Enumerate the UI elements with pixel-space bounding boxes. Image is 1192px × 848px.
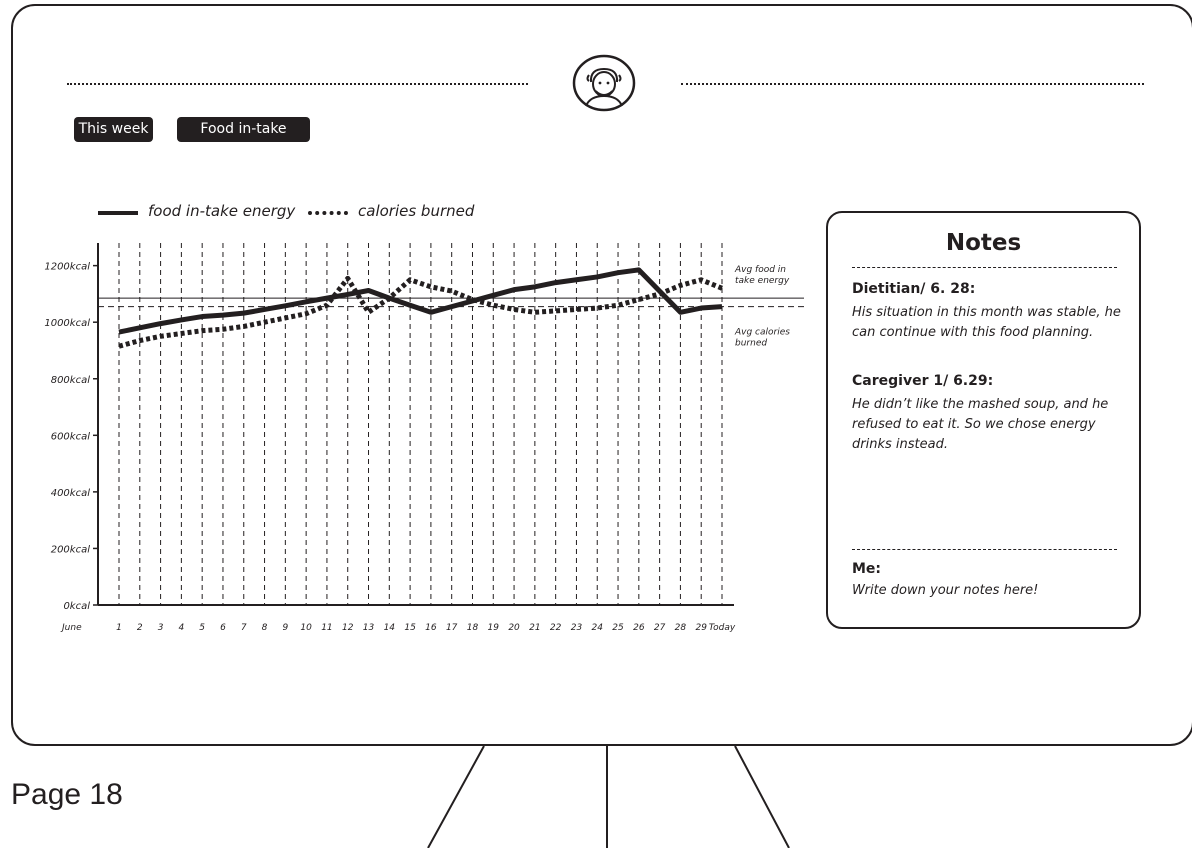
x-tick-label: 20 [508,623,520,633]
reference-line-label: Avg food in [734,265,786,275]
y-tick-label: 1000kcal [44,318,90,329]
reference-line-label: take energy [735,276,790,286]
x-tick-label: 6 [220,623,226,633]
header-divider-left [67,83,528,85]
x-tick-label: 22 [550,623,562,633]
note-author: Caregiver 1/ 6.29: [852,373,994,389]
x-tick-label: 25 [612,623,624,633]
note-text: His situation in this month was stable, … [852,305,1121,340]
x-tick-label: 26 [633,623,645,633]
x-tick-label: Today [709,623,736,633]
elderly-person-icon[interactable] [572,54,636,112]
notes-divider-top [852,267,1117,268]
x-tick-label: 8 [262,623,268,633]
x-tick-label: 19 [488,623,500,633]
x-tick-label: 7 [241,623,247,633]
my-note-author: Me: [852,561,882,577]
legend-solid-label: food in-take energy [148,202,296,220]
legend-dotted-label: calories burned [358,202,475,220]
reference-line-label: burned [735,339,767,349]
x-tick-label: 2 [137,623,143,633]
y-tick-label: 400kcal [51,488,91,499]
my-note-input[interactable]: Write down your notes here! [852,583,1039,598]
x-tick-label: 11 [321,623,332,633]
y-tick-label: 200kcal [51,544,91,555]
legend-solid-swatch [98,211,138,215]
page-number: Page 18 [11,778,123,811]
note-text: He didn’t like the mashed soup, and he r… [852,397,1109,452]
x-tick-label: 28 [675,623,687,633]
x-tick-label: 24 [592,623,604,633]
x-axis-month-label: June [60,623,82,633]
note-author: Dietitian/ 6. 28: [852,281,976,297]
x-tick-label: 4 [179,623,185,633]
food-intake-line [118,267,723,335]
x-tick-label: 16 [425,623,437,633]
x-tick-label: 3 [158,623,164,633]
y-tick-label: 0kcal [63,601,90,612]
y-tick-label: 800kcal [51,375,91,386]
y-tick-label: 600kcal [51,431,91,442]
x-tick-label: 14 [384,623,396,633]
notes-divider-bottom [852,549,1117,550]
x-tick-label: 1 [116,623,122,633]
y-tick-label: 1200kcal [44,262,90,273]
header-divider-right [681,83,1144,85]
calories-burned-line [118,275,723,349]
period-filter-button[interactable]: This week [74,117,153,142]
reference-line-label: Avg calories [734,328,790,338]
x-tick-label: 27 [654,623,666,633]
x-tick-label: 13 [363,623,375,633]
x-tick-label: 29 [695,623,707,633]
notes-panel: Notes Dietitian/ 6. 28: His situation in… [826,211,1141,629]
x-tick-label: 18 [467,623,479,633]
x-tick-label: 5 [199,623,205,633]
legend-dotted-swatch [308,211,348,215]
x-tick-label: 17 [446,623,458,633]
x-tick-label: 9 [282,623,288,633]
x-tick-label: 10 [300,623,312,633]
x-tick-label: 23 [571,623,583,633]
x-tick-label: 21 [529,623,540,633]
x-tick-label: 12 [342,623,354,633]
metric-filter-button[interactable]: Food in-take [177,117,310,142]
x-tick-label: 15 [404,623,416,633]
notes-title: Notes [945,230,1022,256]
